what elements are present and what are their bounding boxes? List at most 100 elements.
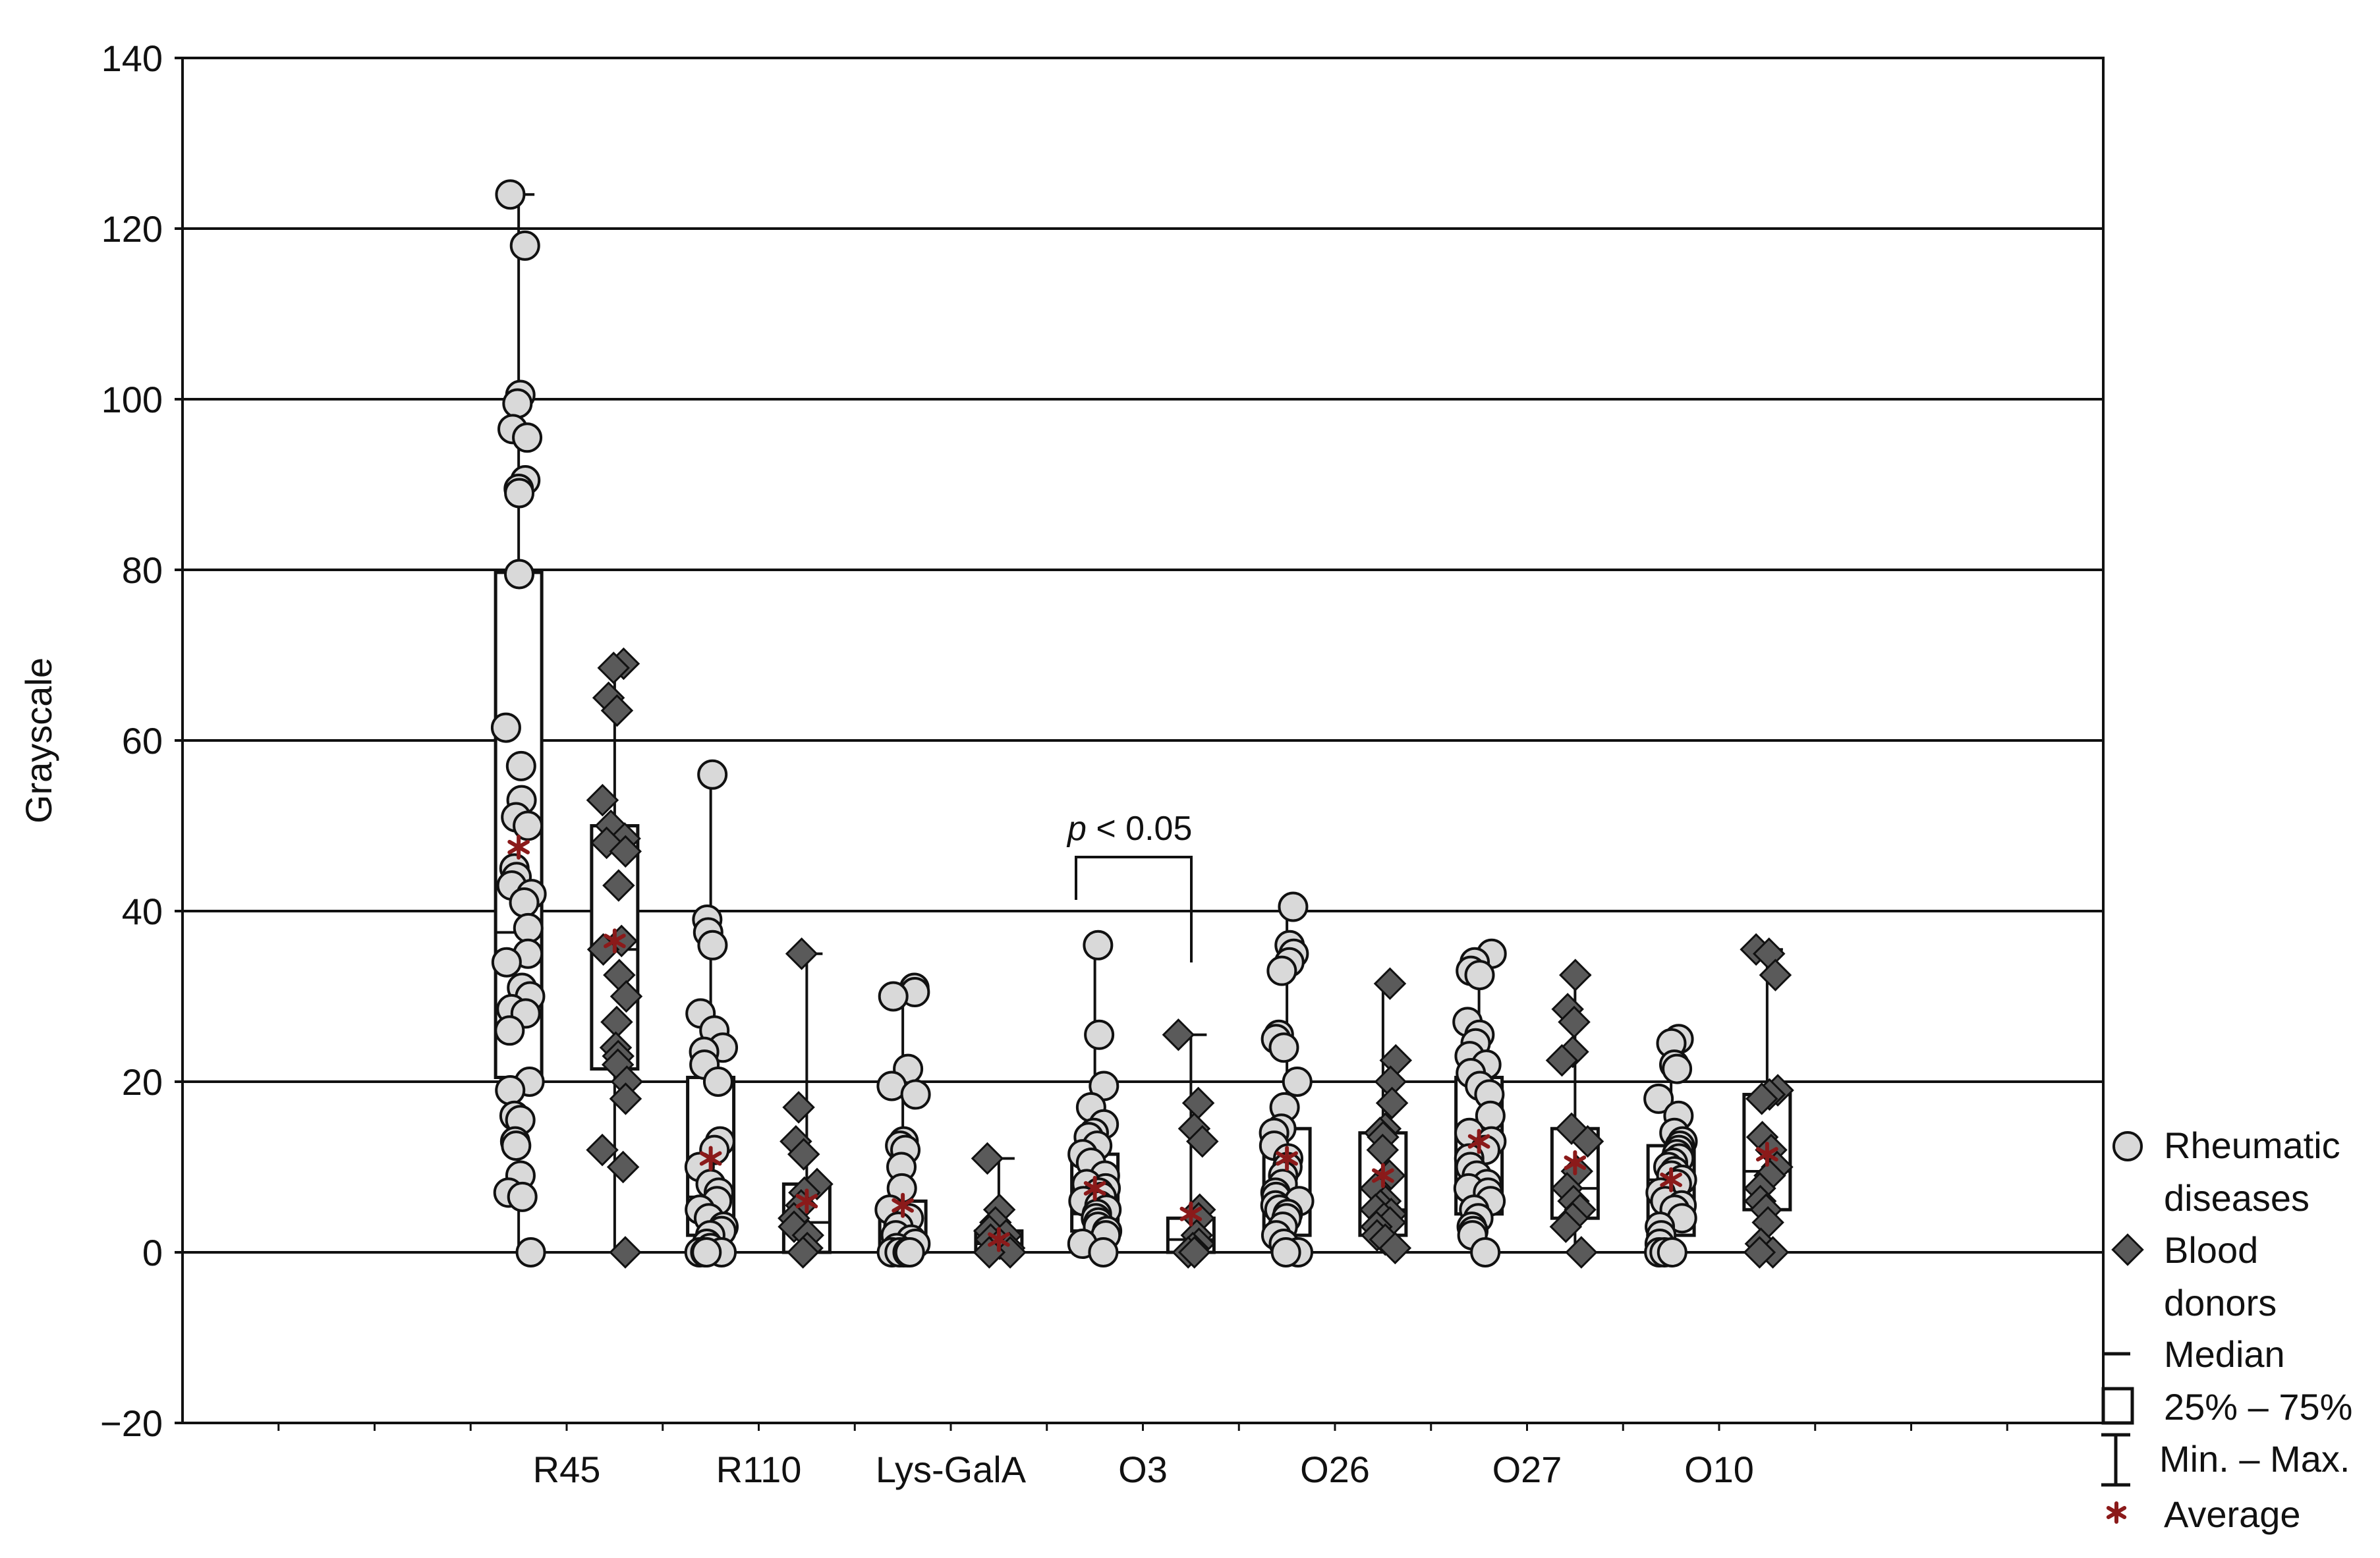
average-marker	[507, 834, 530, 860]
legend-asterisk-marker	[2106, 1501, 2127, 1524]
rheumatic-point	[1657, 1237, 1687, 1267]
rheumatic-point	[1643, 1083, 1674, 1114]
rheumatic-point	[1084, 1019, 1115, 1050]
average-marker	[1083, 1175, 1106, 1201]
y-tick-label: 100	[101, 379, 163, 420]
rheumatic-point	[894, 1237, 925, 1267]
average-marker	[1276, 1146, 1298, 1171]
x-tick-label: O26	[1300, 1449, 1370, 1490]
rheumatic-point	[697, 759, 728, 790]
legend-label-quartiles: 25% – 75%	[2164, 1386, 2352, 1428]
legend-label-donors-line1: Blood	[2164, 1229, 2258, 1271]
rheumatic-point	[691, 1237, 722, 1267]
rheumatic-point	[509, 887, 540, 918]
y-tick-label: 40	[122, 891, 163, 932]
rheumatic-point	[900, 1079, 931, 1110]
average-markers	[507, 834, 1778, 1252]
rheumatic-point	[495, 1074, 526, 1105]
average-marker	[699, 1146, 722, 1171]
donor-point	[609, 835, 642, 868]
y-tick-label: 80	[122, 549, 163, 591]
rheumatic-point	[1083, 930, 1114, 960]
rheumatic-point	[1278, 891, 1309, 922]
rheumatic-point	[512, 422, 543, 453]
legend-box-symbol	[2101, 1387, 2134, 1425]
donor-point	[609, 980, 643, 1013]
donor-point	[609, 1236, 642, 1269]
donor-point	[1743, 1236, 1776, 1269]
donor-point	[971, 1142, 1004, 1175]
legend-diamond-marker	[2111, 1233, 2144, 1266]
donor-point	[600, 694, 634, 727]
donor-point	[1745, 1082, 1778, 1115]
significance-bracket	[1075, 856, 1193, 962]
donor-point	[1186, 1125, 1219, 1158]
rheumatic-point	[503, 559, 534, 590]
rheumatic-point	[490, 712, 521, 743]
y-tick-label: −20	[100, 1403, 163, 1444]
donor-point	[609, 1082, 642, 1115]
donor-point	[1549, 1210, 1583, 1243]
legend-asterisk-glyph	[2106, 1501, 2127, 1524]
average-marker	[604, 928, 626, 954]
rheumatic-point	[505, 750, 536, 781]
donor-point	[1162, 1018, 1195, 1051]
rheumatic-point	[697, 930, 728, 960]
donor-point	[1545, 1043, 1579, 1077]
legend-label-donors-line2: donors	[2164, 1282, 2277, 1323]
x-tick-label: Lys-GalA	[876, 1449, 1027, 1490]
donor-point	[786, 1236, 820, 1269]
x-tick-label: O27	[1492, 1449, 1562, 1490]
boxes	[494, 193, 1792, 1254]
average-marker	[1372, 1163, 1394, 1188]
donor-point	[586, 1133, 619, 1167]
donor-point	[1375, 1086, 1409, 1120]
donor-point	[1177, 1236, 1211, 1269]
data-points	[490, 179, 1794, 1269]
legend-label-average: Average	[2164, 1493, 2301, 1535]
rheumatic-point	[513, 810, 544, 841]
x-tick-label: O10	[1684, 1449, 1754, 1490]
donor-point	[1181, 1086, 1215, 1120]
y-tick-label: 0	[142, 1232, 163, 1273]
y-tick-label: 120	[101, 208, 163, 250]
donor-point	[1759, 959, 1792, 991]
rheumatic-point	[702, 1067, 733, 1097]
rheumatic-point	[495, 179, 526, 210]
donor-point	[994, 1236, 1027, 1269]
legend-circle-marker	[2112, 1131, 2143, 1161]
rheumatic-point	[494, 1015, 525, 1046]
y-axis-label: Grayscale	[18, 657, 59, 823]
x-tick-label: O3	[1118, 1449, 1168, 1490]
average-marker	[1660, 1167, 1682, 1192]
average-marker	[1756, 1142, 1778, 1167]
donor-point	[1366, 1133, 1400, 1167]
rheumatic-point	[501, 1130, 532, 1161]
rheumatic-point	[1088, 1237, 1119, 1267]
rheumatic-point	[507, 1181, 538, 1212]
rheumatic-point	[1282, 1067, 1313, 1097]
donor-point	[600, 1005, 633, 1039]
average-marker	[892, 1192, 914, 1218]
donor-point	[586, 783, 619, 817]
p-value-label: p < 0.05	[1066, 810, 1192, 848]
rheumatic-point	[878, 981, 909, 1012]
rheumatic-point	[1464, 960, 1495, 991]
donor-point	[787, 1138, 820, 1171]
y-tick-label: 20	[122, 1061, 163, 1103]
rheumatic-point	[509, 230, 540, 261]
rheumatic-point	[1266, 955, 1297, 986]
p-value-threshold: < 0.05	[1087, 810, 1192, 848]
donor-point	[973, 1236, 1006, 1269]
donor-point	[1373, 967, 1407, 1000]
average-marker	[988, 1227, 1010, 1252]
average-marker	[1564, 1150, 1587, 1176]
average-marker	[1179, 1201, 1203, 1227]
legend-label-rheumatic-line2: diseases	[2164, 1177, 2309, 1219]
rheumatic-point	[502, 388, 533, 419]
donor-point	[1571, 1125, 1604, 1158]
x-axis-ticks: R45 R110 Lys-GalA O3 O26 O27 O10	[277, 1423, 2008, 1490]
rheumatic-point	[1662, 1053, 1693, 1084]
y-tick-label: 60	[122, 720, 163, 762]
